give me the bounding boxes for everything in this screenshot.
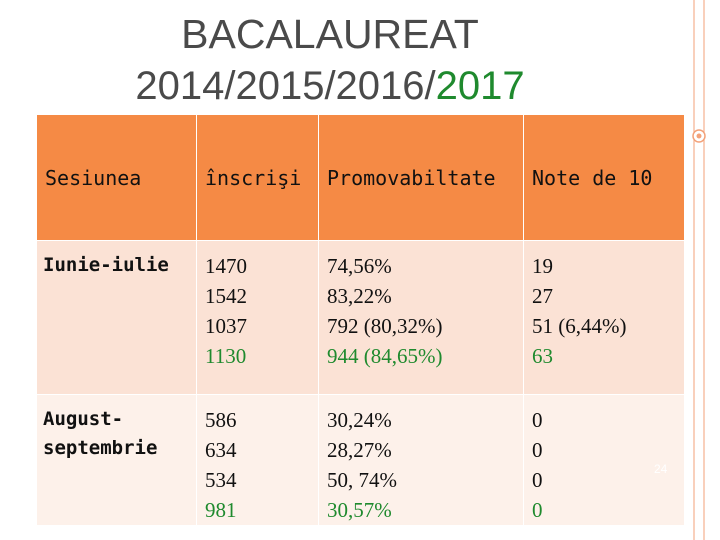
table-row: August-septembrie 586 634 534 981 30,24%… [36, 394, 685, 526]
value: 1542 [205, 284, 247, 308]
header-inscrisi: înscrişi [196, 114, 319, 241]
session-label: Iunie-iulie [36, 240, 197, 395]
results-table: Sesiunea înscrişi Promovabiltate Note de… [36, 114, 685, 526]
value: 27 [532, 284, 553, 308]
table-header-row: Sesiunea înscrişi Promovabiltate Note de… [36, 114, 685, 241]
value: 1037 [205, 314, 247, 338]
inscrisi-cell: 1470 1542 1037 1130 [196, 240, 319, 395]
value: 586 [205, 408, 237, 432]
value: 792 (80,32%) [327, 314, 443, 338]
decorative-border [692, 0, 706, 540]
value-2017: 981 [205, 498, 237, 522]
years-prefix: 2014/2015/2016/ [135, 64, 436, 108]
value: 534 [205, 468, 237, 492]
note10-cell: 0 0 0 0 [523, 394, 685, 526]
slide-number: 24 [654, 462, 668, 476]
value: 74,56% [327, 254, 392, 278]
value-2017: 0 [532, 498, 543, 522]
session-label: August-septembrie [36, 394, 197, 526]
value: 30,24% [327, 408, 392, 432]
value: 50, 74% [327, 468, 397, 492]
value: 1470 [205, 254, 247, 278]
promovabilitate-cell: 30,24% 28,27% 50, 74% 30,57% [318, 394, 524, 526]
table-row: Iunie-iulie 1470 1542 1037 1130 74,56% 8… [36, 240, 685, 395]
value: 83,22% [327, 284, 392, 308]
value-2017: 944 (84,65%) [327, 344, 443, 368]
value: 19 [532, 254, 553, 278]
value: 0 [532, 438, 543, 462]
value: 0 [532, 408, 543, 432]
value: 28,27% [327, 438, 392, 462]
value: 51 (6,44%) [532, 314, 627, 338]
page-subtitle: 2014/2015/2016/2017 [0, 66, 660, 106]
current-year: 2017 [435, 64, 525, 108]
promovabilitate-cell: 74,56% 83,22% 792 (80,32%) 944 (84,65%) [318, 240, 524, 395]
page-title: BACALAUREAT [181, 11, 479, 57]
value-2017: 30,57% [327, 498, 392, 522]
header-note-10: Note de 10 [523, 114, 685, 241]
inscrisi-cell: 586 634 534 981 [196, 394, 319, 526]
note10-cell: 19 27 51 (6,44%) 63 [523, 240, 685, 395]
value-2017: 1130 [205, 344, 247, 368]
header-promovabilitate: Promovabiltate [318, 114, 524, 241]
header-sesiunea: Sesiunea [36, 114, 197, 241]
value-2017: 63 [532, 344, 553, 368]
value: 634 [205, 438, 237, 462]
value: 0 [532, 468, 543, 492]
